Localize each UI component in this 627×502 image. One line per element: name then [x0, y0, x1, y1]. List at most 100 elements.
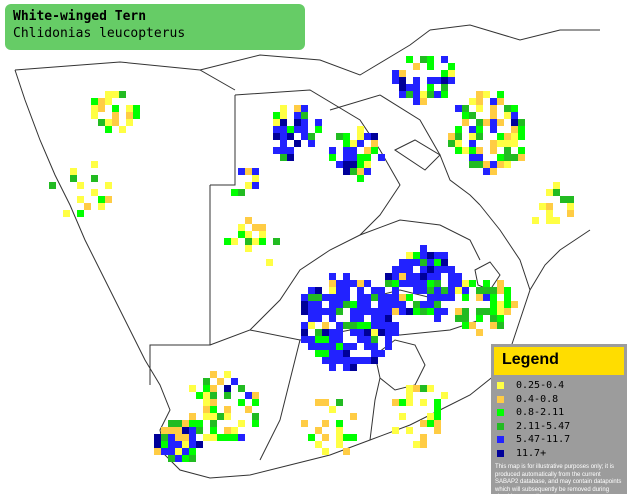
distribution-cell [322, 448, 329, 455]
distribution-cell [217, 434, 224, 441]
distribution-cell [406, 266, 413, 273]
distribution-cell [392, 70, 399, 77]
distribution-cell [273, 133, 280, 140]
distribution-cell [336, 441, 343, 448]
distribution-cell [378, 287, 385, 294]
distribution-cell [203, 399, 210, 406]
distribution-cell [413, 259, 420, 266]
distribution-cell [308, 322, 315, 329]
species-scientific-name: Chlidonias leucopterus [13, 26, 186, 41]
distribution-cell [301, 112, 308, 119]
distribution-cell [420, 252, 427, 259]
distribution-cell [406, 392, 413, 399]
distribution-cell [112, 105, 119, 112]
distribution-cell [189, 420, 196, 427]
distribution-cell [469, 112, 476, 119]
distribution-cell [427, 91, 434, 98]
distribution-cell [343, 294, 350, 301]
distribution-cell [301, 336, 308, 343]
distribution-cell [238, 420, 245, 427]
distribution-cell [231, 427, 238, 434]
distribution-cell [462, 294, 469, 301]
legend-swatch [497, 436, 504, 444]
distribution-cell [399, 70, 406, 77]
distribution-cell [483, 280, 490, 287]
distribution-cell [350, 147, 357, 154]
distribution-cell [91, 98, 98, 105]
distribution-cell [413, 287, 420, 294]
distribution-cell [343, 343, 350, 350]
distribution-cell [567, 210, 574, 217]
distribution-cell [441, 77, 448, 84]
distribution-cell [504, 161, 511, 168]
distribution-cell [308, 301, 315, 308]
distribution-cell [455, 273, 462, 280]
distribution-cell [420, 273, 427, 280]
distribution-cell [336, 161, 343, 168]
distribution-cell [98, 196, 105, 203]
distribution-cells [49, 56, 574, 462]
distribution-cell [154, 434, 161, 441]
distribution-cell [315, 126, 322, 133]
distribution-cell [364, 357, 371, 364]
distribution-cell [259, 231, 266, 238]
distribution-cell [385, 308, 392, 315]
distribution-cell [210, 399, 217, 406]
distribution-cell [98, 203, 105, 210]
legend-label: 0.25-0.4 [516, 380, 565, 392]
distribution-cell [245, 245, 252, 252]
distribution-cell [224, 385, 231, 392]
distribution-cell [252, 175, 259, 182]
distribution-cell [497, 91, 504, 98]
distribution-cell [294, 105, 301, 112]
distribution-cell [294, 140, 301, 147]
distribution-cell [406, 273, 413, 280]
distribution-cell [287, 126, 294, 133]
distribution-cell [175, 434, 182, 441]
distribution-cell [350, 161, 357, 168]
distribution-cell [336, 357, 343, 364]
distribution-cell [420, 434, 427, 441]
distribution-cell [427, 266, 434, 273]
distribution-cell [91, 161, 98, 168]
distribution-cell [427, 63, 434, 70]
distribution-cell [357, 161, 364, 168]
distribution-cell [357, 140, 364, 147]
distribution-cell [168, 420, 175, 427]
distribution-cell [385, 294, 392, 301]
distribution-cell [98, 98, 105, 105]
distribution-cell [189, 434, 196, 441]
distribution-cell [336, 133, 343, 140]
distribution-cell [399, 77, 406, 84]
distribution-cell [420, 287, 427, 294]
distribution-cell [420, 259, 427, 266]
distribution-cell [476, 161, 483, 168]
distribution-cell [490, 315, 497, 322]
distribution-cell [315, 350, 322, 357]
distribution-cell [420, 308, 427, 315]
distribution-cell [420, 245, 427, 252]
distribution-cell [77, 182, 84, 189]
distribution-cell [287, 147, 294, 154]
distribution-cell [329, 280, 336, 287]
sa-north [209, 219, 481, 346]
distribution-cell [308, 343, 315, 350]
distribution-cell [224, 238, 231, 245]
distribution-cell [420, 385, 427, 392]
distribution-cell [203, 413, 210, 420]
distribution-cell [399, 399, 406, 406]
distribution-cell [427, 420, 434, 427]
distribution-cell [357, 294, 364, 301]
species-common-name: White-winged Tern [13, 9, 147, 24]
distribution-cell [455, 105, 462, 112]
distribution-cell [238, 231, 245, 238]
distribution-cell [378, 329, 385, 336]
distribution-cell [336, 427, 343, 434]
distribution-cell [343, 280, 350, 287]
distribution-cell [490, 140, 497, 147]
distribution-cell [168, 434, 175, 441]
distribution-cell [154, 448, 161, 455]
distribution-cell [399, 266, 406, 273]
distribution-cell [210, 413, 217, 420]
distribution-cell [553, 182, 560, 189]
